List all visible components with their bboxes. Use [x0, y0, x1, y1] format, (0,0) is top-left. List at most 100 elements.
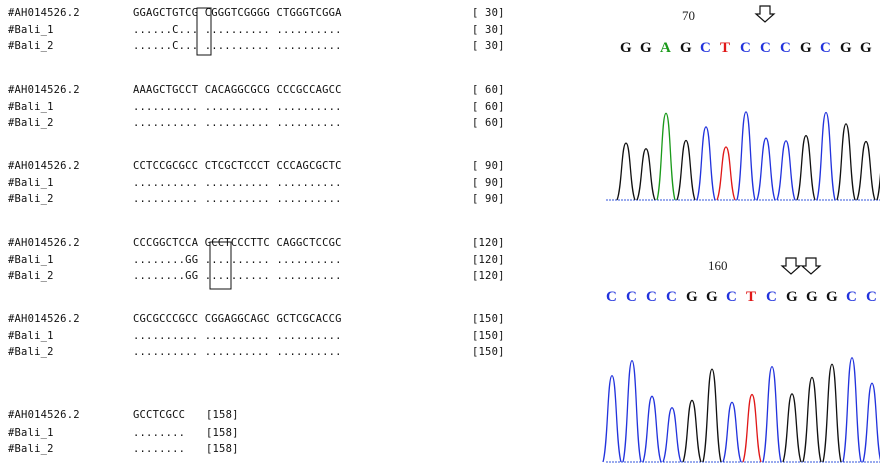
trace-peak: [636, 148, 656, 201]
trace-peak: [822, 363, 842, 463]
row-name: #AH014526.2: [8, 313, 80, 325]
base-call: C: [846, 289, 859, 305]
row-name: #AH014526.2: [8, 237, 80, 249]
row-sequence: ........GG .......... ..........: [133, 254, 342, 266]
row-sequence: ........: [133, 443, 185, 455]
row-position: [150]: [472, 313, 505, 325]
row-position: [120]: [472, 254, 505, 266]
trace-peak: [862, 382, 880, 463]
trace-peak: [616, 142, 636, 201]
trace-peak: [642, 395, 662, 463]
row-sequence: CCCGGCTCCA GCCTCCCTTC CAGGCTCCGC: [133, 237, 342, 249]
base-call: G: [620, 40, 634, 56]
row-sequence: ......C... .......... ..........: [133, 24, 342, 36]
base-call: A: [660, 40, 673, 56]
base-call: C: [700, 40, 713, 56]
trace-peak: [836, 123, 856, 201]
row-name: #Bali_1: [8, 330, 54, 342]
row-sequence: GCCTCGCC: [133, 409, 185, 421]
base-call: C: [646, 289, 659, 305]
row-name: #Bali_1: [8, 24, 54, 36]
row-name: #AH014526.2: [8, 160, 80, 172]
base-call: C: [820, 40, 833, 56]
row-position: [ 60]: [472, 84, 505, 96]
trace-peak: [802, 376, 822, 463]
base-call: C: [626, 289, 639, 305]
row-sequence: ........GG .......... ..........: [133, 270, 342, 282]
sequence-alignment: #AH014526.2 GGAGCTGTCG CGGGTCGGGG CTGGGTC…: [8, 7, 505, 455]
row-position: [158]: [206, 427, 239, 439]
row-position: [ 30]: [472, 7, 505, 19]
base-call: G: [860, 40, 874, 56]
row-name: #Bali_1: [8, 177, 54, 189]
row-name: #Bali_2: [8, 193, 54, 205]
row-position: [ 30]: [472, 24, 505, 36]
trace-peak: [602, 374, 622, 463]
trace-peak: [682, 399, 702, 463]
row-position: [ 30]: [472, 40, 505, 52]
base-call: C: [760, 40, 773, 56]
base-call: G: [686, 289, 700, 305]
trace-peak: [796, 134, 816, 201]
position-label: 160: [708, 258, 728, 273]
row-position: [ 90]: [472, 160, 505, 172]
trace-peak: [656, 112, 676, 201]
trace-peak: [842, 357, 862, 463]
row-sequence: CCTCCGCGCC CTCGCTCCCT CCCAGCGCTC: [133, 160, 342, 172]
base-call: G: [706, 289, 720, 305]
row-sequence: .......... .......... ..........: [133, 346, 342, 358]
base-call: T: [746, 289, 758, 305]
trace-peak: [856, 140, 876, 201]
row-name: #Bali_1: [8, 427, 54, 439]
row-position: [158]: [206, 409, 239, 421]
row-position: [120]: [472, 270, 505, 282]
row-name: #Bali_1: [8, 254, 54, 266]
mutation-arrows: [780, 257, 822, 275]
trace-peak: [676, 139, 696, 201]
base-calls: GGAGCTCCCGCGGG: [620, 40, 874, 56]
row-name: #AH014526.2: [8, 409, 80, 421]
trace-peak: [762, 365, 782, 463]
trace-peak: [816, 111, 836, 201]
trace-peak: [742, 393, 762, 463]
mutation-arrows: [754, 5, 776, 23]
row-position: [ 90]: [472, 193, 505, 205]
row-name: #Bali_2: [8, 270, 54, 282]
row-position: [150]: [472, 330, 505, 342]
base-call: T: [720, 40, 732, 56]
row-name: #AH014526.2: [8, 84, 80, 96]
base-call: C: [780, 40, 793, 56]
row-position: [150]: [472, 346, 505, 358]
base-call: C: [666, 289, 679, 305]
trace: [602, 357, 880, 463]
trace-peak: [696, 126, 716, 201]
row-sequence: .......... .......... ..........: [133, 177, 342, 189]
row-sequence: ........: [133, 427, 185, 439]
row-position: [158]: [206, 443, 239, 455]
base-call: G: [640, 40, 654, 56]
trace-peak: [782, 393, 802, 463]
base-call: G: [680, 40, 694, 56]
down-arrow-icon: [800, 257, 822, 275]
row-sequence: .......... .......... ..........: [133, 117, 342, 129]
trace-peak: [622, 359, 642, 463]
trace-peak: [716, 146, 736, 201]
row-name: #AH014526.2: [8, 7, 80, 19]
base-call: G: [806, 289, 820, 305]
base-call: C: [866, 289, 879, 305]
row-sequence: .......... .......... ..........: [133, 193, 342, 205]
row-sequence: .......... .......... ..........: [133, 330, 342, 342]
down-arrow-icon: [754, 5, 776, 23]
row-sequence: GGAGCTGTCG CGGGTCGGGG CTGGGTCGGA: [133, 7, 342, 19]
row-sequence: CGCGCCCGCC CGGAGGCAGC GCTCGCACCG: [133, 313, 342, 325]
row-name: #Bali_2: [8, 443, 54, 455]
trace: [606, 111, 880, 201]
base-call: G: [840, 40, 854, 56]
trace-peak: [756, 137, 776, 201]
row-position: [ 60]: [472, 117, 505, 129]
variant-box-2: [209, 241, 232, 290]
row-sequence: AAAGCTGCCT CACAGGCGCG CCCGCCAGCC: [133, 84, 342, 96]
base-call: C: [726, 289, 739, 305]
